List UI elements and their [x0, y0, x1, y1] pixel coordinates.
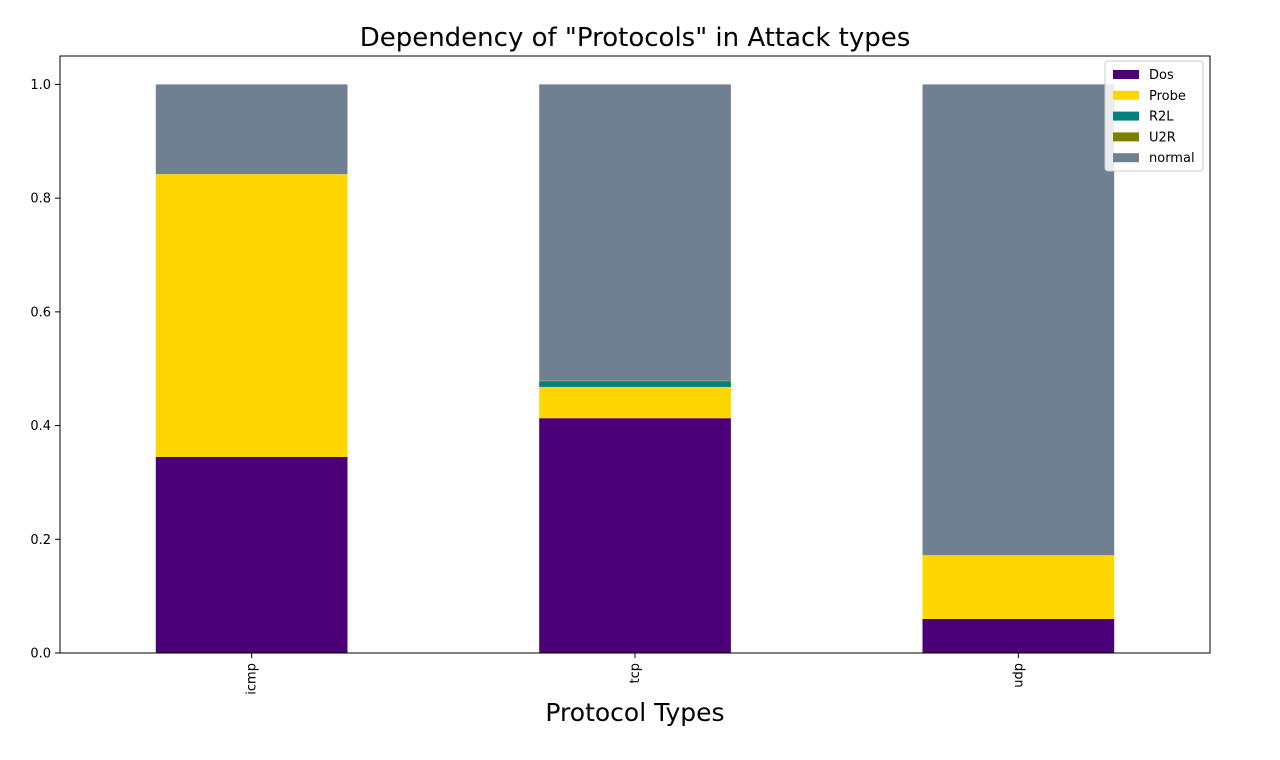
- legend-label-normal: normal: [1149, 151, 1195, 166]
- legend-swatch-r2l: [1113, 111, 1139, 121]
- x-tick-label: icmp: [245, 663, 260, 695]
- x-tick-label: tcp: [628, 663, 643, 684]
- y-tick-label: 0.6: [30, 305, 51, 320]
- bar-tcp-dos: [539, 418, 731, 653]
- y-tick-label: 1.0: [30, 78, 51, 93]
- bar-icmp-probe: [155, 174, 348, 457]
- legend-label-probe: Probe: [1149, 89, 1186, 104]
- legend-label-dos: Dos: [1149, 68, 1174, 83]
- legend-swatch-u2r: [1113, 132, 1139, 142]
- legend-label-u2r: U2R: [1149, 130, 1176, 145]
- bar-tcp-u2r: [539, 380, 731, 382]
- y-axis: 0.0 0.2 0.4 0.6 0.8 1.0: [30, 78, 60, 662]
- legend-swatch-dos: [1113, 70, 1139, 79]
- bar-icmp-normal: [155, 84, 348, 175]
- x-axis-label: Protocol Types: [545, 698, 724, 727]
- chart-title: Dependency of "Protocols" in Attack type…: [360, 23, 911, 53]
- bar-udp-probe: [922, 555, 1115, 619]
- bar-udp-normal: [922, 84, 1115, 556]
- plot-area: [59, 55, 1211, 654]
- legend-box: [1104, 60, 1204, 172]
- legend: Dos Probe R2L U2R normal: [1104, 60, 1204, 172]
- bar-tcp-r2l: [539, 381, 731, 387]
- y-tick-label: 0.0: [30, 647, 51, 662]
- y-tick-label: 0.2: [30, 533, 51, 548]
- y-tick-label: 0.8: [30, 192, 51, 207]
- bar-icmp-dos: [155, 456, 348, 653]
- legend-swatch-normal: [1113, 153, 1139, 163]
- x-axis: icmp tcp udp: [245, 653, 1026, 695]
- legend-label-r2l: R2L: [1149, 110, 1174, 125]
- legend-swatch-probe: [1113, 90, 1139, 100]
- bar-udp-dos: [922, 618, 1115, 653]
- bar-tcp-normal: [539, 84, 731, 381]
- x-tick-label: udp: [1011, 663, 1026, 688]
- y-tick-label: 0.4: [30, 419, 51, 434]
- bar-tcp-probe: [539, 386, 731, 419]
